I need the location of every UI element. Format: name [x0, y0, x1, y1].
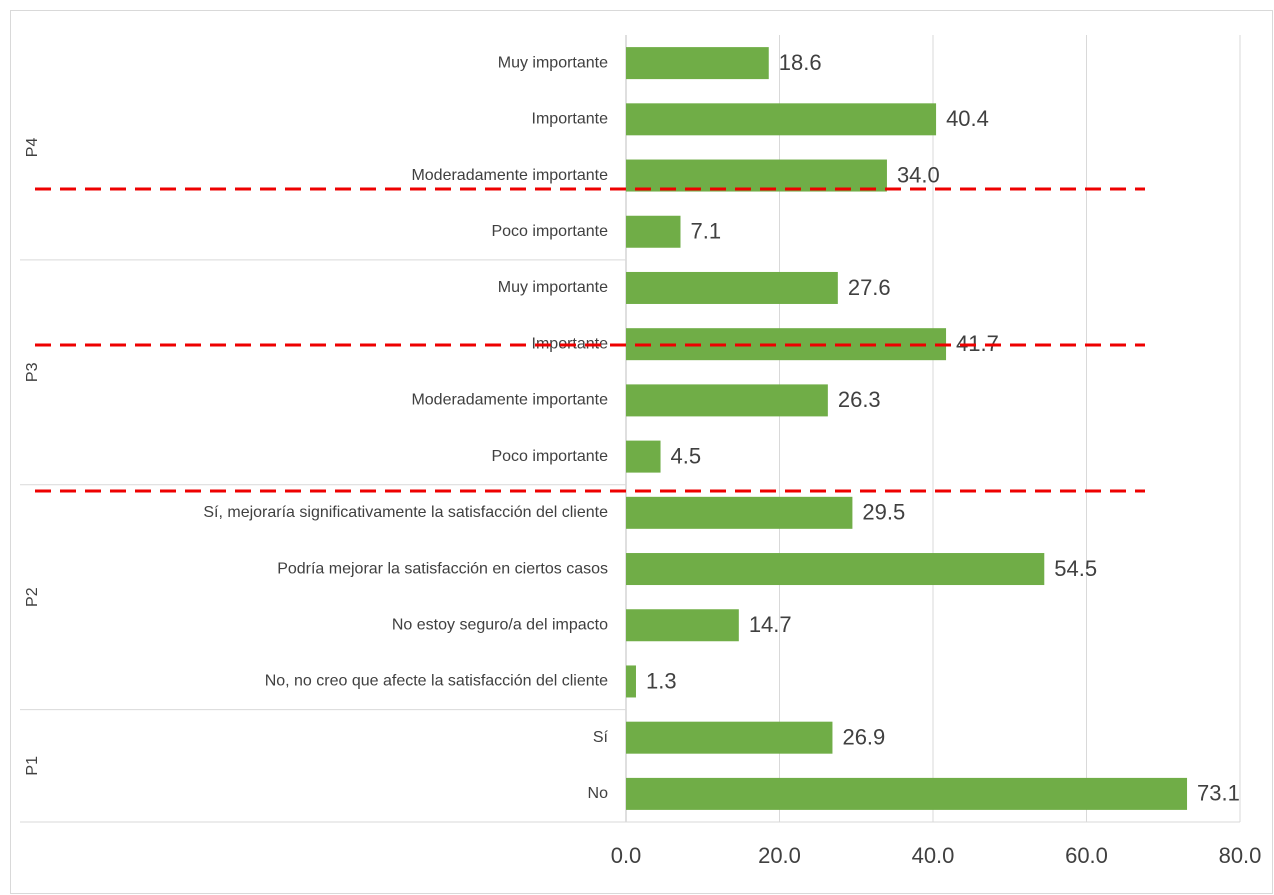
category-label: Poco importante — [491, 223, 608, 240]
bar — [626, 271, 838, 304]
category-label: Importante — [532, 111, 609, 128]
value-label: 18.6 — [779, 50, 822, 75]
value-label: 4.5 — [671, 443, 702, 468]
value-label: 29.5 — [862, 500, 905, 525]
category-label: Sí — [593, 729, 609, 746]
bar — [626, 721, 833, 754]
annotations — [35, 187, 1145, 493]
x-tick-label: 40.0 — [912, 843, 955, 868]
bar — [626, 440, 661, 473]
bar — [626, 777, 1188, 810]
group-label: P4 — [24, 138, 41, 158]
value-label: 26.3 — [838, 387, 881, 412]
value-label: 54.5 — [1054, 556, 1097, 581]
category-label: Podría mejorar la satisfacción en cierto… — [277, 560, 608, 577]
value-label: 14.7 — [749, 612, 792, 637]
category-label: Muy importante — [498, 279, 608, 296]
bar — [626, 496, 853, 529]
value-label: 26.9 — [842, 724, 885, 749]
value-label: 41.7 — [956, 331, 999, 356]
value-label: 34.0 — [897, 162, 940, 187]
bar — [626, 665, 636, 698]
bar — [626, 215, 681, 248]
bar — [626, 159, 887, 192]
value-label: 7.1 — [690, 219, 721, 244]
group-label: P1 — [24, 756, 41, 776]
chart-frame — [10, 10, 1273, 894]
bar — [626, 553, 1045, 586]
x-tick-label: 60.0 — [1065, 843, 1108, 868]
category-label: Moderadamente importante — [411, 392, 608, 409]
value-label: 40.4 — [946, 106, 989, 131]
category-label: No estoy seguro/a del impacto — [392, 616, 608, 633]
category-label: Sí, mejoraría significativamente la sati… — [203, 504, 608, 521]
x-tick-label: 20.0 — [758, 843, 801, 868]
group-label: P2 — [24, 587, 41, 607]
x-tick-label: 80.0 — [1219, 843, 1262, 868]
category-label: Moderadamente importante — [411, 167, 608, 184]
category-label: Muy importante — [498, 54, 608, 71]
bar — [626, 609, 739, 642]
x-tick-label: 0.0 — [611, 843, 642, 868]
category-label: Poco importante — [491, 448, 608, 465]
bar — [626, 103, 937, 136]
category-label: No — [588, 785, 609, 802]
value-label: 1.3 — [646, 668, 677, 693]
value-label: 27.6 — [848, 275, 891, 300]
category-label: No, no creo que afecte la satisfacción d… — [265, 673, 608, 690]
value-label: 73.1 — [1197, 781, 1240, 806]
group-label: P3 — [24, 362, 41, 382]
bar — [626, 47, 769, 80]
bar — [626, 384, 828, 417]
